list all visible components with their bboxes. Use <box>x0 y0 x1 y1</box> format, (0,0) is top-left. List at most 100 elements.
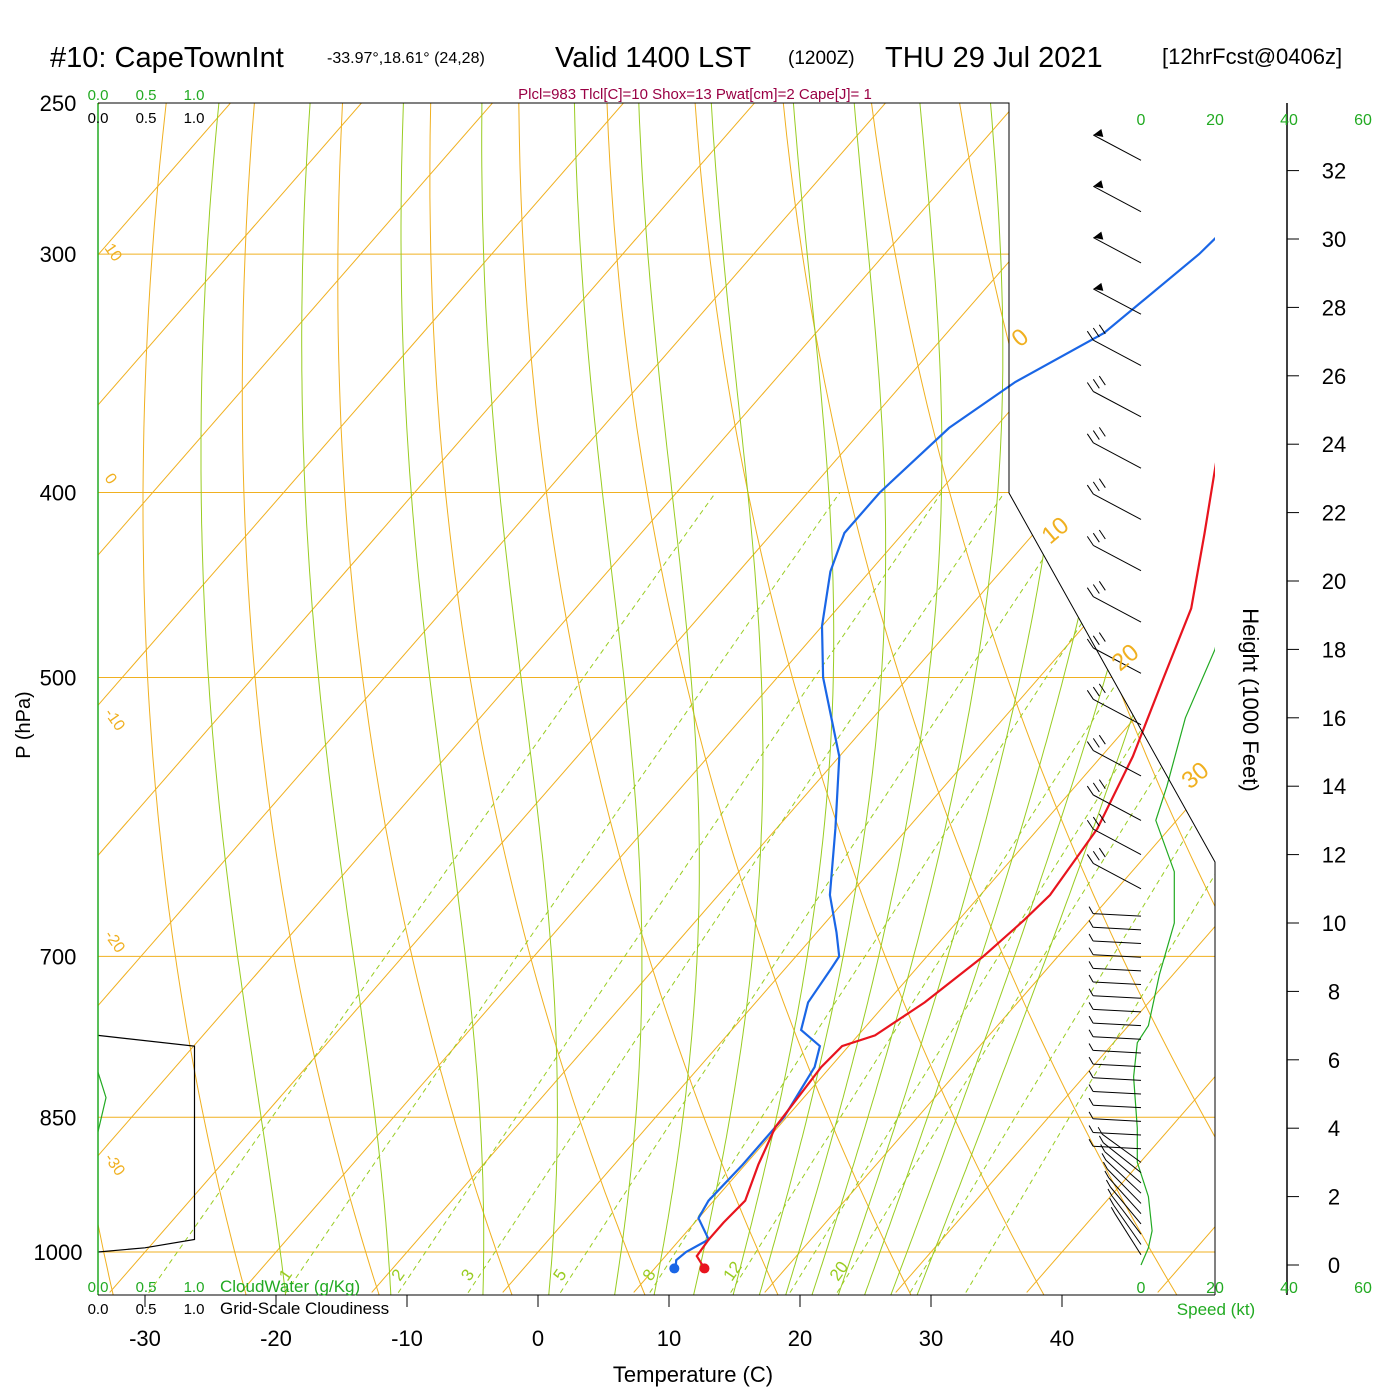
x-tick-label: 40 <box>1050 1326 1074 1351</box>
wind-barb-feather <box>1088 920 1094 928</box>
speed-tick-label-bottom: 60 <box>1354 1280 1372 1297</box>
pressure-tick-label: 300 <box>40 242 77 267</box>
wind-barb-feather <box>1086 484 1094 495</box>
mixing-ratio-line <box>908 788 1215 1295</box>
cloudwater-tick-bottom: 1.0 <box>184 1279 205 1296</box>
wind-barb <box>1086 632 1142 674</box>
wind-barb-flag <box>1093 231 1104 240</box>
wind-barb-shaft <box>1093 698 1142 726</box>
wind-barb-feather <box>1088 1070 1094 1079</box>
wind-barb <box>1086 581 1142 623</box>
wind-barb-feather <box>1088 1029 1094 1038</box>
mixing-ratio-line <box>647 492 1169 1295</box>
wind-barb-feather <box>1098 581 1106 591</box>
wind-barb-feather <box>1092 635 1100 646</box>
height-tick-label: 22 <box>1322 501 1346 526</box>
isotherm-line <box>98 103 1018 1157</box>
wind-barb-shaft <box>1093 828 1142 856</box>
isotherm-line <box>1026 1075 1215 1293</box>
cloudiness-tick-top: 0.5 <box>136 110 157 127</box>
speed-tick-label-top: 60 <box>1354 112 1372 129</box>
wind-barb-shaft <box>1093 1104 1142 1109</box>
height-axis-title: Height (1000 Feet) <box>1238 608 1263 791</box>
wind-barb <box>1098 1135 1142 1174</box>
isotherm-line <box>98 103 494 556</box>
isotherm-line <box>98 103 887 1007</box>
stability-indices: Plcl=983 Tlcl[C]=10 Shox=13 Pwat[cm]=2 C… <box>518 86 872 103</box>
wind-barb-feather <box>1088 1097 1094 1106</box>
cloudiness-tick-bottom: 1.0 <box>184 1301 205 1318</box>
wind-barb-shaft <box>1093 134 1142 161</box>
wind-barb <box>1088 1138 1142 1150</box>
dry-adiabat-label: -20 <box>101 928 128 957</box>
cloud-water-line <box>98 1072 107 1132</box>
wind-barb-feather <box>1092 850 1100 861</box>
wind-barb <box>1102 1161 1142 1204</box>
wind-barb-feather <box>1092 816 1100 827</box>
dry-adiabat-line <box>606 103 912 1295</box>
dry-adiabat-line <box>1303 69 1400 1300</box>
height-tick-label: 12 <box>1322 843 1346 868</box>
wind-barb-feather <box>1086 536 1094 546</box>
wind-barb <box>1093 128 1142 161</box>
wind-barb-shaft <box>1093 995 1142 999</box>
mixing-ratio-label: 20 <box>826 1258 852 1284</box>
speed-tick-label-top: 40 <box>1280 112 1298 129</box>
cloud-fraction-line <box>98 1034 196 1253</box>
wind-barb-shaft <box>1104 1151 1142 1184</box>
wind-barb-shaft <box>1093 926 1142 931</box>
wind-barb <box>1088 988 1142 999</box>
wind-barb <box>1088 920 1142 931</box>
wind-barb-shaft <box>1093 981 1142 986</box>
wind-barb <box>1086 734 1142 777</box>
mixing-ratio-line <box>465 492 1005 1295</box>
wind-barb <box>1086 529 1142 572</box>
isotherm-line <box>98 103 625 707</box>
cloudwater-tick-top: 0.0 <box>88 87 109 104</box>
wind-barb-shaft <box>1113 1204 1142 1245</box>
wind-barb-flag <box>1093 128 1104 137</box>
wind-barb <box>1088 933 1142 945</box>
wind-barb-feather <box>1086 587 1094 597</box>
wind-barb-shaft <box>1093 596 1142 623</box>
valid-date: THU 29 Jul 2021 <box>885 42 1103 74</box>
wind-barb <box>1088 1070 1142 1081</box>
wind-barb-feather <box>1109 1197 1115 1206</box>
wind-barb-feather <box>1098 813 1106 824</box>
wind-barb <box>1088 1015 1142 1027</box>
moist-adiabat-line <box>785 103 943 1295</box>
surface-dewpoint-marker <box>669 1263 680 1274</box>
wind-barb-feather <box>1086 741 1094 751</box>
mixing-ratio-line <box>728 529 1215 1295</box>
x-tick-label: 30 <box>919 1326 943 1351</box>
wind-barb-feather <box>1092 532 1100 543</box>
wind-barb-feather <box>1086 854 1094 864</box>
wind-barb-feather <box>1086 330 1094 341</box>
wind-barb-feather <box>1102 1161 1108 1170</box>
height-tick-label: 24 <box>1322 432 1346 457</box>
wind-barb-shaft <box>1093 913 1142 917</box>
dry-adiabat-line <box>429 103 646 1295</box>
plot-mask <box>1009 103 1215 862</box>
moist-adiabat-line <box>200 103 287 1295</box>
valid-zulu: (1200Z) <box>788 48 855 69</box>
wind-barb-shaft <box>1093 544 1142 572</box>
wind-barb <box>1110 1206 1142 1256</box>
height-tick-label: 0 <box>1328 1253 1340 1278</box>
wind-barb <box>1086 324 1142 366</box>
temperature-profile-line <box>695 462 1215 1269</box>
height-tick-label: 8 <box>1328 979 1340 1004</box>
wind-barb <box>1101 1153 1142 1194</box>
wind-barb-feather <box>1086 785 1094 796</box>
wind-barb-feather <box>1098 779 1106 789</box>
mixing-ratio-line <box>146 492 717 1295</box>
station-coords: -33.97°,18.61° (24,28) <box>327 50 485 67</box>
height-tick-label: 20 <box>1322 569 1346 594</box>
dry-adiabat-line <box>241 103 380 1295</box>
height-tick-label: 16 <box>1322 706 1346 731</box>
wind-barb-feather <box>1092 481 1100 492</box>
valid-time: Valid 1400 LST <box>555 42 751 74</box>
x-tick-label: 10 <box>657 1326 681 1351</box>
wind-barb-feather <box>1098 324 1106 335</box>
mixing-ratio-line <box>787 612 1215 1295</box>
